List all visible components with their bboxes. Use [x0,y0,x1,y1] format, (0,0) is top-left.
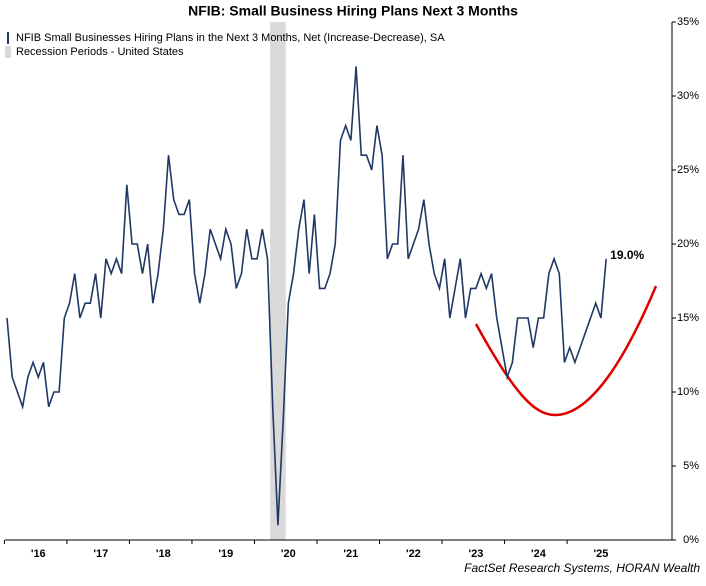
y-tick-label: 0% [683,534,699,546]
x-tick-label: '24 [531,548,547,560]
y-tick-label: 15% [677,312,699,324]
series-line [6,66,607,526]
y-tick-label: 35% [677,16,699,28]
x-tick-label: '19 [218,548,233,560]
y-tick-label: 20% [677,238,699,250]
x-tick-label: '18 [156,548,171,560]
y-tick-label: 30% [677,90,699,102]
legend-label: Recession Periods - United States [16,46,184,58]
x-tick-label: '17 [93,548,108,560]
y-tick-label: 25% [677,164,699,176]
x-tick-label: '25 [594,548,609,560]
x-tick-label: '20 [281,548,296,560]
recession-band [270,22,286,540]
chart-title: NFIB: Small Business Hiring Plans Next 3… [188,3,518,19]
x-tick-label: '21 [343,548,358,560]
legend-label: NFIB Small Businesses Hiring Plans in th… [16,32,445,44]
annotation-curve [474,285,658,417]
source: FactSet Research Systems, HORAN Wealth [464,561,700,575]
value-label: 19.0% [610,248,644,262]
legend-swatch [5,46,11,58]
y-tick-label: 10% [677,386,699,398]
x-tick-label: '22 [406,548,421,560]
x-tick-label: '16 [31,548,46,560]
x-tick-label: '23 [468,548,483,560]
y-tick-label: 5% [683,460,699,472]
